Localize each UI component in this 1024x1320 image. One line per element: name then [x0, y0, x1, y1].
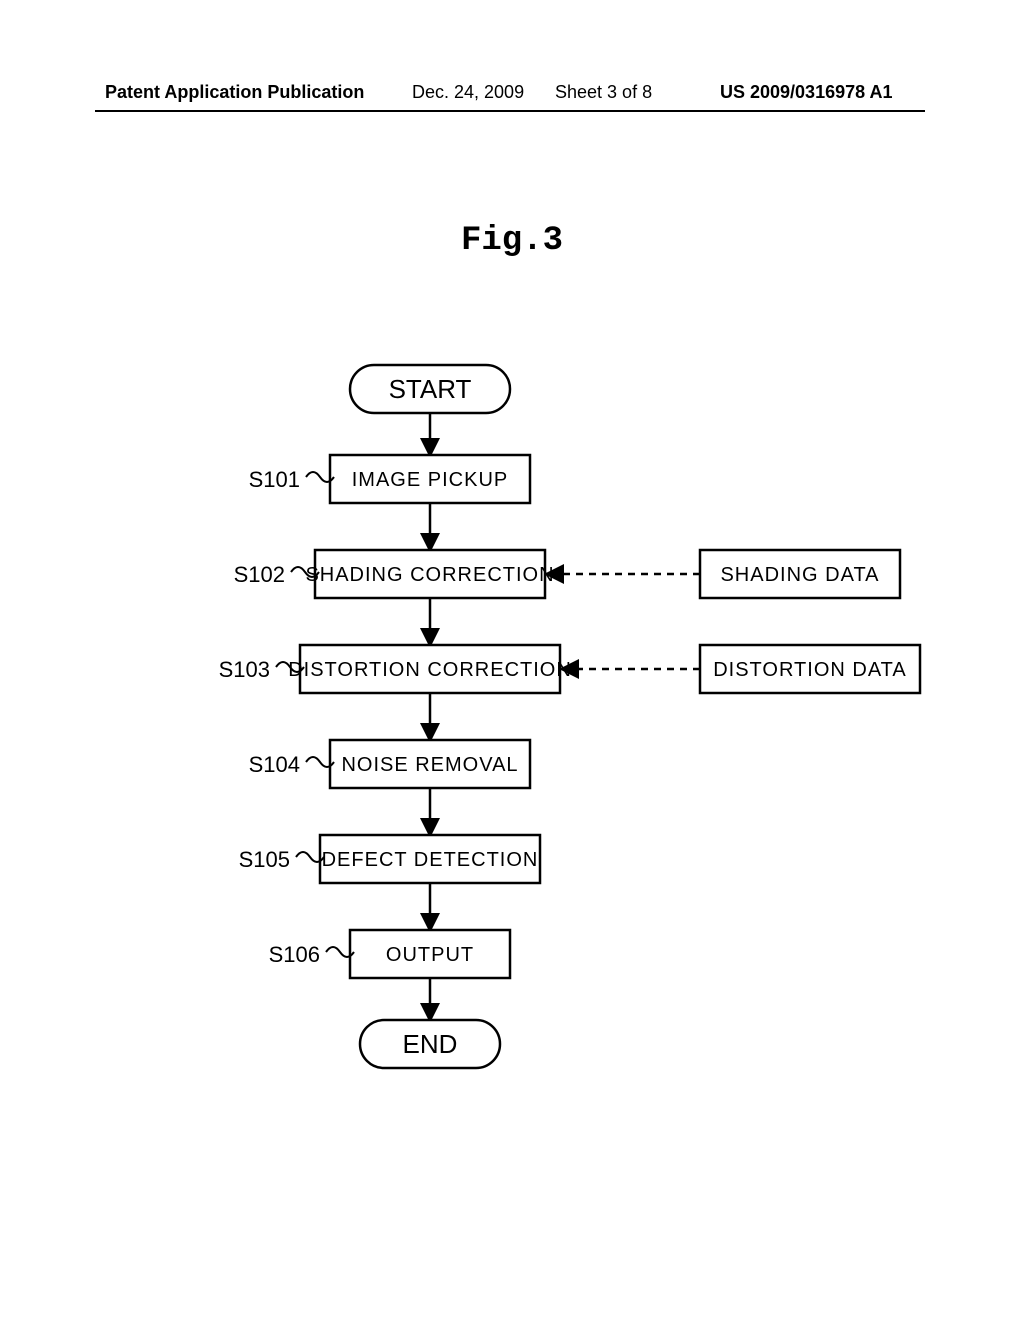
- s104-step-label: S104: [249, 752, 300, 777]
- figure-title: Fig.3: [0, 222, 1024, 260]
- header-publication: Patent Application Publication: [105, 82, 364, 103]
- s101-label: IMAGE PICKUP: [352, 469, 508, 491]
- header-date: Dec. 24, 2009: [412, 82, 524, 103]
- header-rule: [95, 110, 925, 112]
- s105-step-label: S105: [239, 847, 290, 872]
- s102-label: SHADING CORRECTION: [305, 564, 554, 586]
- start-label: START: [389, 374, 472, 404]
- s106-label: OUTPUT: [386, 944, 474, 966]
- header-sheet: Sheet 3 of 8: [555, 82, 652, 103]
- patent-page: Patent Application Publication Dec. 24, …: [0, 0, 1024, 1320]
- s104-label: NOISE REMOVAL: [341, 754, 518, 776]
- end-label: END: [403, 1029, 458, 1059]
- flowchart: START IMAGE PICKUP S101 SHADING CORRECTION S…: [0, 355, 1024, 1115]
- header-pubnumber: US 2009/0316978 A1: [720, 82, 892, 103]
- s103-step-label: S103: [219, 657, 270, 682]
- s102-step-label: S102: [234, 562, 285, 587]
- data1-label: SHADING DATA: [720, 564, 879, 586]
- s103-label: DISTORTION CORRECTION: [288, 659, 572, 681]
- data2-label: DISTORTION DATA: [713, 659, 907, 681]
- s105-label: DEFECT DETECTION: [322, 849, 539, 871]
- s101-step-label: S101: [249, 467, 300, 492]
- s106-step-label: S106: [269, 942, 320, 967]
